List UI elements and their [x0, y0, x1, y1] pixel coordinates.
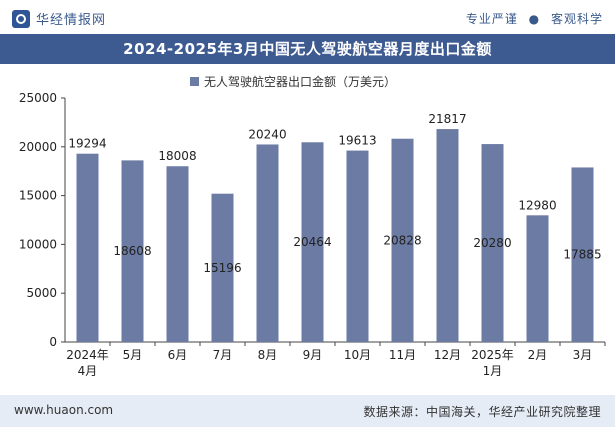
bar — [166, 166, 189, 342]
data-label: 18608 — [113, 244, 151, 258]
data-label: 20280 — [473, 236, 511, 250]
x-tick-label: 5月 — [123, 348, 143, 362]
data-label: 17885 — [563, 248, 601, 262]
x-tick-label: 11月 — [389, 348, 416, 362]
bar — [76, 153, 99, 342]
data-label: 19294 — [68, 137, 106, 151]
footer: www.huaon.com 数据来源：中国海关，华经产业研究院整理 — [0, 395, 615, 427]
brand-name: 华经情报网 — [36, 13, 107, 28]
y-tick-label: 25000 — [19, 91, 57, 105]
slogan-right: 客观科学 — [550, 12, 603, 26]
slogan: 专业严谨 ● 客观科学 — [466, 10, 603, 27]
bar — [346, 150, 369, 342]
slogan-left: 专业严谨 — [465, 12, 518, 26]
x-tick-label: 7月 — [213, 348, 233, 362]
bar-chart: 无人驾驶航空器出口金额（万美元） 0 5000 10000 15000 20000 2500… — [19, 74, 606, 378]
x-tick-label: 2024年 4月 — [66, 348, 109, 378]
data-label: 20828 — [383, 233, 421, 247]
footer-source: 数据来源：中国海关，华经产业研究院整理 — [363, 405, 601, 419]
bar — [121, 160, 144, 342]
x-tick-label: 10月 — [344, 348, 371, 362]
bar — [571, 167, 594, 342]
legend: 无人驾驶航空器出口金额（万美元） — [190, 74, 396, 89]
data-label: 20464 — [293, 235, 331, 249]
bar — [256, 144, 279, 342]
x-tick-label: 9月 — [303, 348, 323, 362]
logo-icon — [12, 9, 30, 28]
y-tick-label: 10000 — [19, 237, 57, 251]
bar — [301, 142, 324, 342]
bar — [526, 215, 549, 342]
x-tick-label: 3月 — [573, 348, 593, 362]
data-label: 15196 — [203, 261, 241, 275]
top-bar: 华经情报网 专业严谨 ● 客观科学 — [0, 0, 615, 34]
legend-swatch — [190, 77, 199, 86]
bar — [391, 138, 414, 342]
data-label: 21817 — [428, 112, 466, 126]
data-label: 19613 — [338, 134, 376, 148]
data-label: 18008 — [158, 149, 196, 163]
slogan-dot: ● — [528, 12, 541, 26]
y-tick-label: 5000 — [26, 286, 57, 300]
bar — [211, 193, 234, 342]
chart-title: 2024-2025年3月中国无人驾驶航空器月度出口金额 — [0, 34, 615, 64]
x-tick-label: 2025年 1月 — [471, 348, 514, 378]
x-tick-label: 12月 — [434, 348, 461, 362]
x-tick-label: 8月 — [258, 348, 278, 362]
y-tick-label: 15000 — [19, 189, 57, 203]
y-tick-label: 0 — [49, 335, 57, 349]
legend-label: 无人驾驶航空器出口金额（万美元） — [204, 74, 396, 89]
x-tick-label: 6月 — [168, 348, 188, 362]
x-tick-label: 2月 — [528, 348, 548, 362]
y-tick-label: 20000 — [19, 140, 57, 154]
bar — [436, 129, 459, 342]
brand: 华经情报网 — [12, 9, 106, 28]
footer-site: www.huaon.com — [14, 403, 114, 417]
data-label: 20240 — [248, 127, 286, 141]
bar — [481, 144, 504, 342]
data-label: 12980 — [518, 198, 556, 212]
